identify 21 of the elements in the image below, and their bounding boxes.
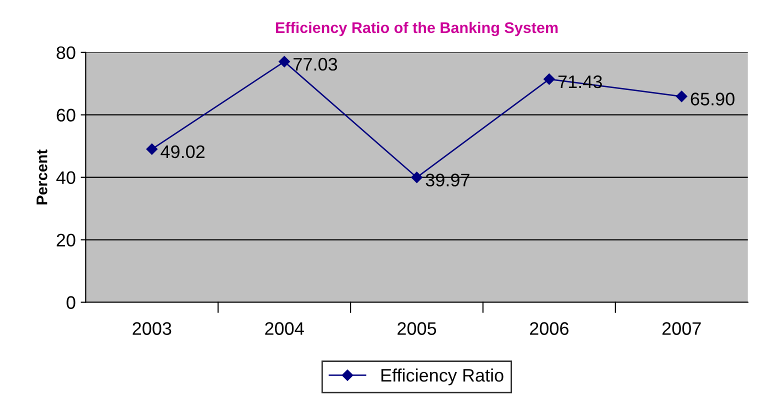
x-tick-label: 2007 <box>662 322 701 335</box>
text: 49.02 <box>160 145 205 158</box>
y-tick-label: 0 <box>66 296 76 309</box>
y-tick-label: 80 <box>56 46 76 60</box>
legend-label: Efficiency Ratio <box>381 368 504 386</box>
point <box>676 90 688 102</box>
point <box>146 144 158 155</box>
x-tick-label: 2006 <box>530 322 568 335</box>
y-axis-title: Percent <box>36 149 48 204</box>
y-tick-label: 60 <box>56 108 76 122</box>
chart-title: Efficiency Ratio of the Banking System <box>276 22 558 36</box>
text: 77.03 <box>294 58 338 71</box>
point <box>544 74 555 85</box>
x-tick-label: 2004 <box>265 322 304 335</box>
point <box>278 56 290 68</box>
y-tick-label: 20 <box>56 234 76 247</box>
y-tick-label: 40 <box>56 171 76 184</box>
point <box>411 172 422 184</box>
x-tick-label: 2005 <box>398 322 436 335</box>
text: 65.90 <box>690 92 734 106</box>
x-tick-label: 2003 <box>132 322 172 335</box>
